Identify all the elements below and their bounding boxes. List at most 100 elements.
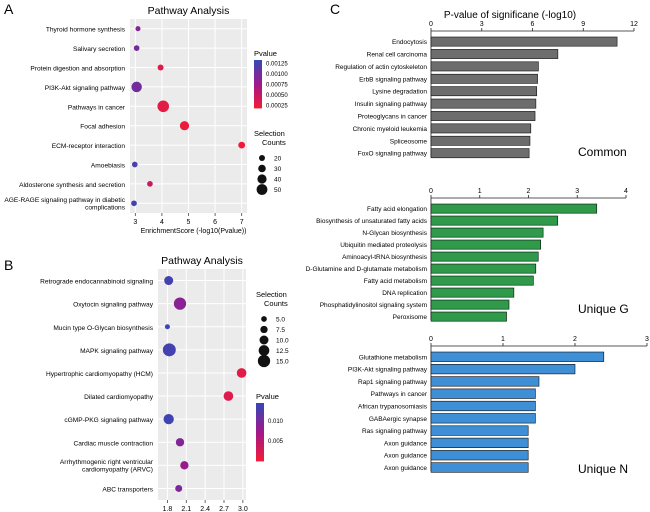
bar-unique-n-8 — [430, 450, 529, 461]
colorbar-step — [256, 434, 264, 439]
colorbar-step — [256, 455, 264, 459]
size-legend-dot — [258, 345, 270, 356]
bar-unique-n-6 — [430, 425, 529, 436]
bar-label-pathways-in-cancer: Pathways in cancer — [371, 391, 428, 398]
bar-label-ubiquitin-mediated-proteolysis: Ubiquitin mediated proteolysis — [340, 242, 427, 249]
colorbar-step — [254, 81, 262, 85]
colorbar-step — [256, 449, 264, 453]
bar-unique-g-6 — [430, 275, 534, 286]
bar-unique-g-1 — [430, 215, 559, 226]
dot-retrograde-endocannabinoid-signaling — [164, 276, 174, 286]
c-axis-tick-label: 2 — [573, 336, 577, 343]
bar-unique-n-9 — [430, 462, 529, 473]
size-legend-dot — [259, 155, 265, 161]
bar-unique-g-0 — [430, 203, 598, 214]
dot-cgmp-pkg-signaling-pathway — [163, 413, 174, 425]
colorbar-step — [254, 100, 262, 104]
dot-thyroid-hormone-synthesis — [135, 26, 141, 32]
x-axis-label: EnrichmentScore (-log10(Pvalue)) — [141, 228, 247, 235]
size-legend-dot — [260, 325, 268, 334]
colorbar-b-tick-0: 0.010 — [268, 419, 284, 425]
x-tick-label: 2.1 — [181, 506, 191, 512]
bar-label-d-glutamine-and-d-glutamate-metabolism: D-Glutamine and D-glutamate metabolism — [306, 266, 427, 273]
pathway-label-cardiac-muscle-contraction: Cardiac muscle contraction — [73, 440, 153, 447]
colorbar-step — [256, 414, 264, 418]
pathway-label-hypertrophic-cardiomyopathy-hcm: Hypertrophic cardiomyopathy (HCM) — [46, 371, 153, 378]
dot-cardiac-muscle-contraction — [175, 438, 185, 447]
c-axis-tick-label: 3 — [575, 188, 579, 195]
x-tick-label: 6 — [213, 219, 217, 226]
size-legend-dot — [256, 184, 268, 195]
colorbar-step — [256, 405, 264, 410]
dot-pi3k-akt-signaling-pathway — [131, 81, 142, 93]
size-legend-label: 20 — [274, 156, 282, 163]
bar-label-proteoglycans-in-cancer: Proteoglycans in cancer — [358, 114, 428, 121]
c-axis-tick-label: 3 — [645, 336, 649, 343]
bar-unique-g-7 — [430, 287, 515, 298]
colorbar-step — [254, 84, 262, 87]
panel-letter-c: C — [330, 1, 340, 17]
colorbar-step — [254, 62, 262, 66]
dot-arrhythmogenic-right-ventricular-cardiomyopathy-arvc — [180, 461, 189, 470]
dot-amoebiasis — [131, 161, 138, 168]
plot-title: Pathway Analysis — [161, 255, 243, 267]
colorbar-a-tick-0: 0.00125 — [266, 61, 288, 67]
colorbar-step — [254, 64, 262, 68]
group-label-common: Common — [578, 145, 627, 159]
dot-pathways-in-cancer — [157, 100, 170, 113]
colorbar-step — [254, 105, 262, 109]
bar-label-n-glycan-biosynthesis: N-Glycan biosynthesis — [362, 230, 427, 237]
bar-label-african-trypanosomiasis: African trypanosomiasis — [358, 404, 428, 411]
bar-label-chronic-myeloid-leukemia: Chronic myeloid leukemia — [353, 126, 428, 133]
dot-oxytocin-signaling-pathway — [173, 297, 187, 310]
colorbar-step — [254, 96, 262, 99]
bar-unique-n-4 — [430, 400, 536, 412]
panel-a-dot-plot: Pathway Analysis Thyroid hormone synthesi… — [4, 5, 288, 235]
color-legend-title: Pvalue — [254, 49, 277, 58]
bar-label-ras-signaling-pathway: Ras signaling pathway — [362, 428, 428, 435]
bar-unique-n-3 — [430, 388, 536, 399]
c-axis-tick-label: 3 — [480, 21, 484, 28]
colorbar-step — [254, 74, 262, 78]
colorbar-step — [254, 72, 262, 75]
bar-unique-g-4 — [430, 251, 539, 262]
colorbar-step — [256, 417, 264, 421]
size-legend-label: 50 — [274, 187, 282, 194]
dot-protein-digestion-and-absorption — [157, 64, 164, 71]
c-axis-tick-label: 1 — [478, 188, 482, 195]
size-legend-label: 7.5 — [276, 327, 285, 334]
pathway-label-pi3k-akt-signaling-pathway: PI3K-Akt signaling pathway — [45, 85, 126, 92]
bar-unique-n-1 — [430, 363, 576, 375]
pathway-label-mucin-type-o-glycan-biosynthesis: Mucin type O-Glycan biosynthesis — [53, 325, 153, 332]
bar-unique-g-8 — [430, 299, 510, 310]
pathway-label-thyroid-hormone-synthesis: Thyroid hormone synthesis — [46, 27, 126, 34]
bar-label-axon-guidance: Axon guidance — [384, 465, 427, 472]
bar-label-endocytosis: Endocytosis — [392, 39, 428, 46]
colorbar-step — [256, 403, 264, 407]
bar-label-regulation-of-actin-cytoskeleton: Regulation of actin cytoskeleton — [335, 64, 427, 71]
size-legend-label: 10.0 — [276, 338, 289, 345]
colorbar-step — [256, 452, 264, 456]
pathway-label-retrograde-endocannabinoid-signaling: Retrograde endocannabinoid signaling — [40, 279, 153, 286]
bar-unique-n-7 — [430, 437, 529, 449]
dot-focal-adhesion — [179, 121, 190, 131]
pathway-label-ecm-receptor-interaction: ECM-receptor interaction — [52, 143, 126, 150]
colorbar-step — [254, 79, 262, 82]
bar-common-4 — [430, 86, 538, 97]
bar-label-axon-guidance: Axon guidance — [384, 440, 427, 447]
pathway-label-age-rage-signaling-pathway-in-diabetic-complications: AGE-RAGE signaling pathway in diabetic co… — [4, 197, 125, 212]
bar-common-9 — [430, 148, 530, 159]
pathway-label-mapk-signaling-pathway: MAPK signaling pathway — [80, 348, 154, 355]
pathway-label-oxytocin-signaling-pathway: Oxytocin signaling pathway — [73, 302, 154, 309]
colorbar-step — [256, 408, 264, 413]
bar-label-gabaergic-synapse: GABAergic synapse — [369, 416, 428, 423]
bar-unique-n-0 — [430, 351, 605, 362]
colorbar-step — [256, 423, 264, 427]
bar-unique-g-9 — [430, 311, 507, 322]
dot-dilated-cardiomyopathy — [223, 391, 234, 401]
dot-age-rage-signaling-pathway-in-diabetic-complications — [131, 200, 137, 207]
size-legend-title: Selection Counts — [254, 129, 286, 147]
bar-common-7 — [430, 123, 532, 134]
x-tick-label: 2.7 — [219, 506, 229, 512]
c-axis-tick-label: 6 — [531, 21, 535, 28]
